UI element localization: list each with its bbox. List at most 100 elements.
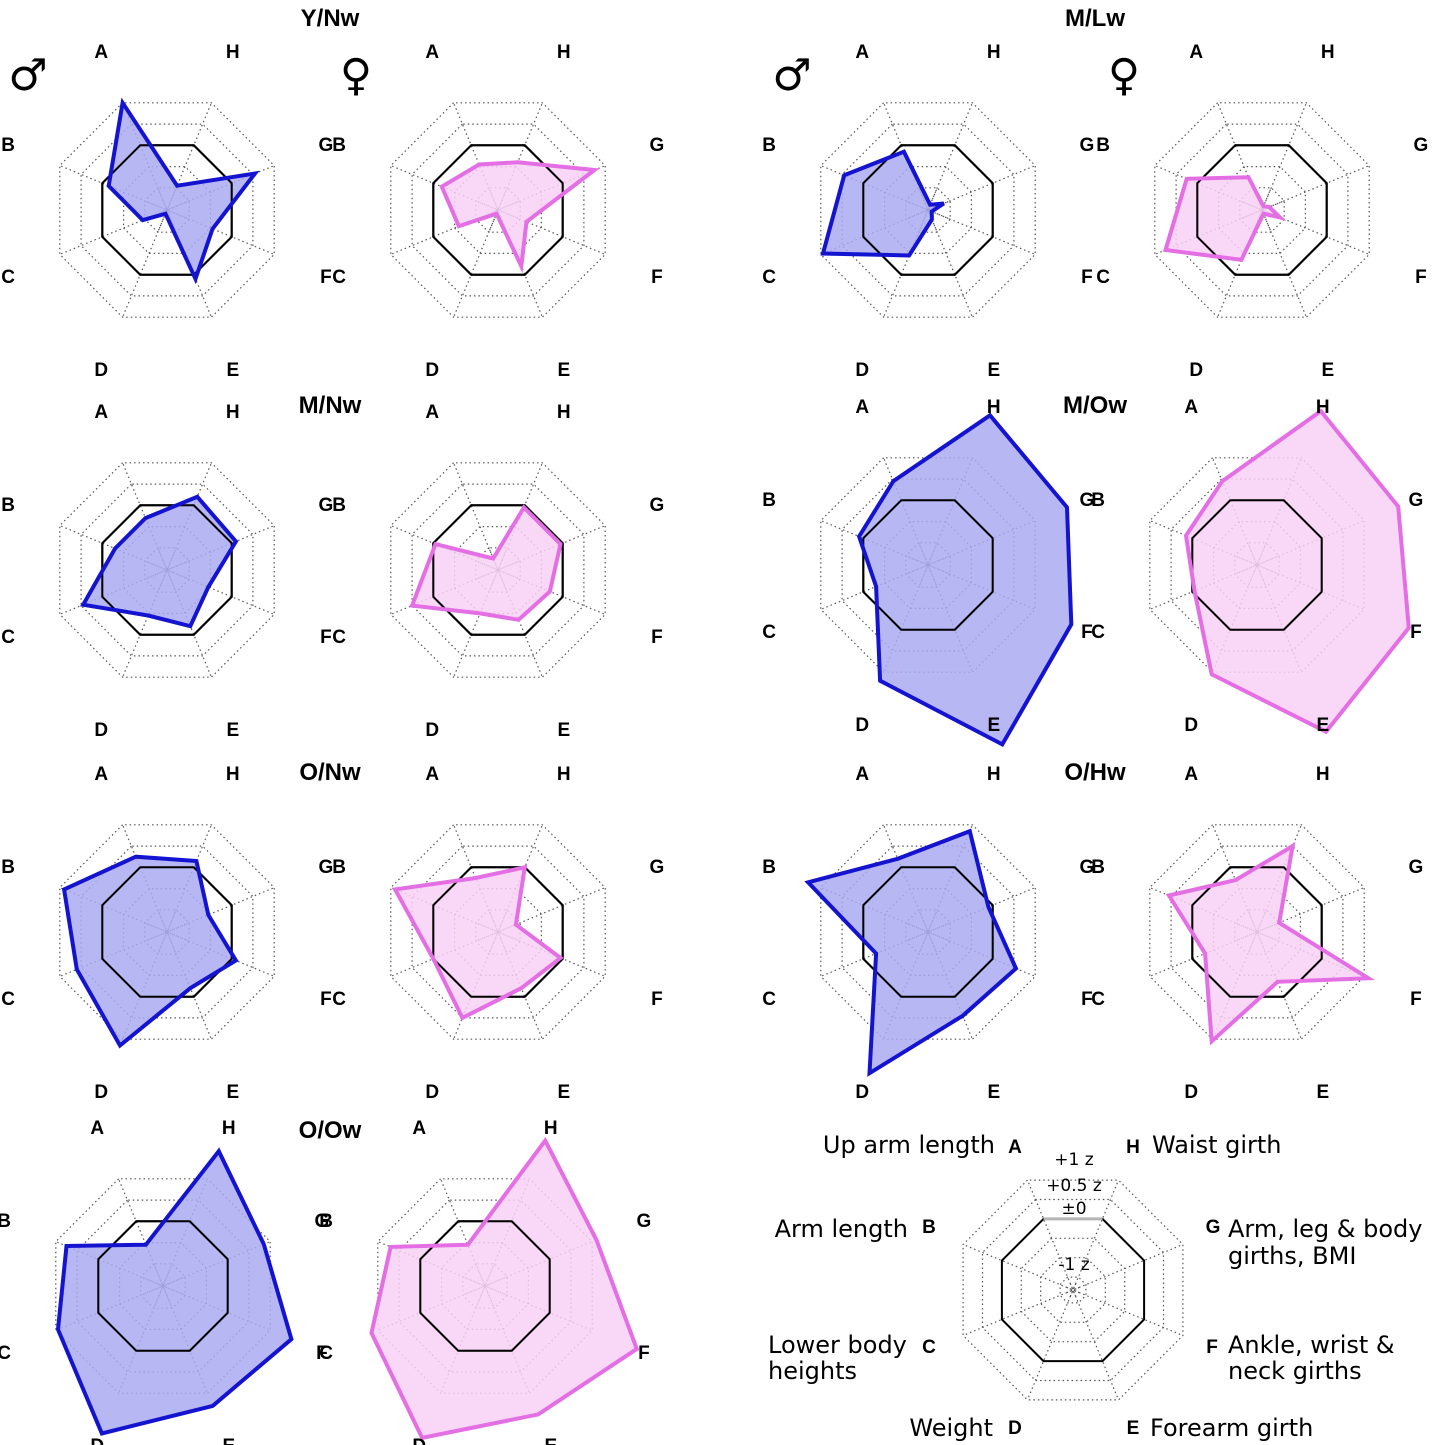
reference-ring xyxy=(97,1220,229,1352)
grid-spoke xyxy=(1026,1283,1077,1401)
axis-label-b: B xyxy=(319,1211,333,1232)
axis-label-g: G xyxy=(650,135,665,156)
grid-ring xyxy=(411,123,585,297)
axis-label-b: B xyxy=(332,495,346,516)
axis-label-h: H xyxy=(557,42,571,63)
male-symbol: ♂ xyxy=(8,50,47,101)
male-symbol: ♂ xyxy=(772,50,811,101)
axis-label-f: F xyxy=(651,267,663,288)
axis-label-d: D xyxy=(855,1082,869,1103)
grid-spoke xyxy=(1066,1243,1184,1294)
legend-axis-letter-c: C xyxy=(922,1337,936,1358)
axis-label-c: C xyxy=(762,989,776,1010)
axis-label-g: G xyxy=(1080,857,1095,878)
axis-label-h: H xyxy=(987,764,1001,785)
group-title: M/Ow xyxy=(1063,392,1127,419)
grid-ring xyxy=(820,102,1036,318)
series-area-female xyxy=(395,867,561,1018)
legend-descriptor-a: Up arm length xyxy=(823,1131,995,1159)
axis-label-b: B xyxy=(1096,135,1110,156)
group-title: M/Nw xyxy=(299,392,362,419)
axis-label-c: C xyxy=(319,1343,333,1364)
reference-ring xyxy=(1191,499,1323,631)
series-line-female xyxy=(369,1136,640,1441)
grid-ring xyxy=(1217,166,1307,254)
radar-panel-o-nw-male: A B C D E F G H xyxy=(1,764,333,1103)
series-line-male xyxy=(106,97,260,285)
axis-label-c: C xyxy=(332,627,346,648)
grid-ring xyxy=(883,166,973,254)
axis-label-b: B xyxy=(1,857,15,878)
grid-ring xyxy=(1149,457,1365,673)
legend-descriptor-d: Weight xyxy=(909,1414,993,1442)
grid-ring xyxy=(1020,1237,1126,1343)
series-area-female xyxy=(1165,177,1280,260)
reference-ring xyxy=(862,144,994,276)
axis-label-a: A xyxy=(855,42,869,63)
grid-ring xyxy=(122,166,211,254)
series-line-female xyxy=(391,864,564,1021)
grid-ring xyxy=(981,1198,1165,1382)
legend-axis-letter-d: D xyxy=(1008,1418,1022,1439)
legend-descriptor-c: heights xyxy=(768,1357,857,1385)
grid-ring xyxy=(1175,123,1349,297)
radar-panel-m-ow-female: A B C D E F G H xyxy=(1091,397,1423,736)
axis-label-c: C xyxy=(762,622,776,643)
axis-label-e: E xyxy=(226,360,239,381)
radar-panel-m-lw-male: A B C D E F G H xyxy=(762,42,1094,381)
reference-ring xyxy=(1000,1217,1146,1363)
axis-label-h: H xyxy=(226,764,240,785)
legend-descriptor-g: girths, BMI xyxy=(1228,1242,1356,1270)
axis-label-f: F xyxy=(638,1343,650,1364)
axis-label-e: E xyxy=(987,715,1000,736)
grid-ring xyxy=(80,123,254,297)
axis-label-g: G xyxy=(315,1211,330,1232)
axis-label-e: E xyxy=(987,1082,1000,1103)
axis-label-d: D xyxy=(94,360,108,381)
axis-label-c: C xyxy=(762,267,776,288)
axis-label-h: H xyxy=(226,42,240,63)
axis-label-e: E xyxy=(226,1082,239,1103)
axis-label-a: A xyxy=(425,42,439,63)
axis-label-b: B xyxy=(1,135,15,156)
series-area-male xyxy=(859,415,1072,745)
grid-ring xyxy=(59,462,275,678)
axis-label-f: F xyxy=(1081,989,1093,1010)
axis-label-c: C xyxy=(332,989,346,1010)
grid-ring xyxy=(905,187,951,233)
grid-ring xyxy=(59,824,275,1040)
legend-descriptor-g: Arm, leg & body xyxy=(1228,1215,1423,1243)
axis-label-e: E xyxy=(544,1436,557,1445)
series-area-female xyxy=(441,162,595,267)
series-area-male xyxy=(108,102,255,279)
reference-ring xyxy=(101,504,233,636)
axis-label-g: G xyxy=(319,135,334,156)
legend-axis-letter-b: B xyxy=(922,1217,936,1238)
group-title: O/Ow xyxy=(299,1117,362,1144)
radar-panel-o-hw-male: A B C D E F G H xyxy=(762,764,1094,1103)
axis-label-a: A xyxy=(94,764,108,785)
axis-label-d: D xyxy=(1184,1082,1198,1103)
axis-label-f: F xyxy=(1081,622,1093,643)
series-area-female xyxy=(1169,846,1369,1042)
axis-label-c: C xyxy=(0,1343,11,1364)
grid-ring xyxy=(55,1178,271,1394)
grid-ring xyxy=(390,462,606,678)
grid-ring xyxy=(454,887,543,977)
radar-panel-m-nw-male: A B C D E F G H xyxy=(1,402,333,741)
series-area-female xyxy=(371,1140,637,1438)
series-line-male xyxy=(80,494,239,629)
legend-axis-letter-a: A xyxy=(1008,1137,1022,1158)
axis-label-h: H xyxy=(544,1118,558,1139)
reference-ring xyxy=(432,504,564,636)
axis-label-b: B xyxy=(1091,857,1105,878)
axis-label-h: H xyxy=(557,402,571,423)
grid-ring xyxy=(1149,824,1365,1040)
legend-key: A B C D E F G H Up arm length Arm length Lower bod… xyxy=(768,1131,1423,1442)
axis-label-h: H xyxy=(987,42,1001,63)
axis-label-d: D xyxy=(855,360,869,381)
axis-label-f: F xyxy=(651,989,663,1010)
axis-label-f: F xyxy=(1415,267,1427,288)
axis-label-h: H xyxy=(222,1118,236,1139)
grid-spoke xyxy=(1069,1283,1120,1401)
